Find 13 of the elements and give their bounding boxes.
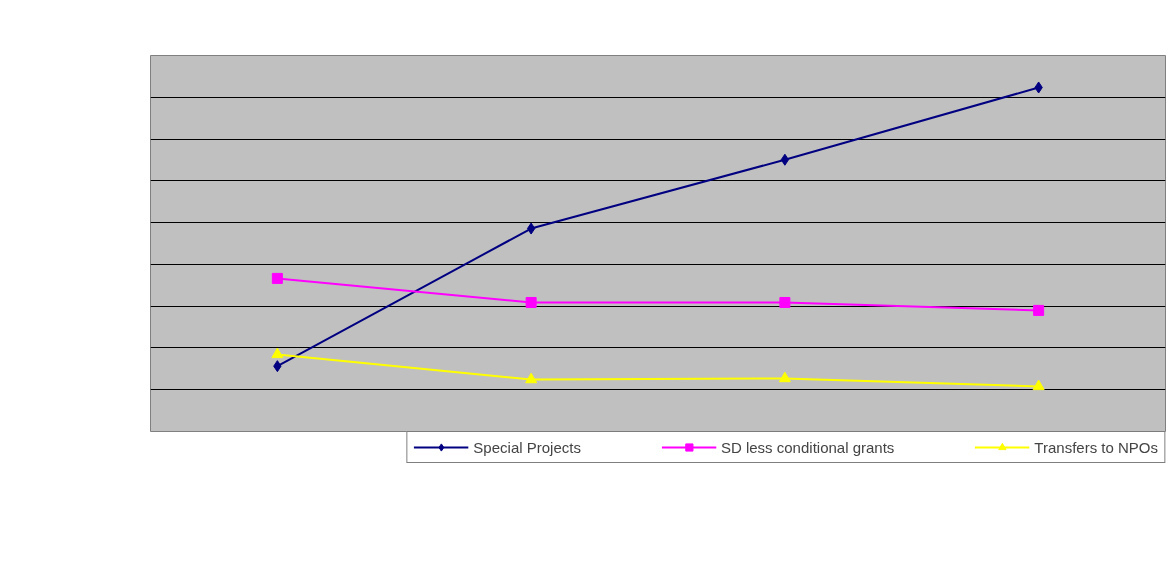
- legend-label: Transfers to NPOs: [1034, 438, 1158, 456]
- point: [1032, 379, 1045, 391]
- point: [271, 347, 284, 359]
- point: [1033, 304, 1045, 316]
- point: [271, 272, 283, 284]
- legend-label: Special Projects: [473, 438, 581, 456]
- point: [778, 371, 791, 383]
- point: [779, 297, 791, 308]
- point: [526, 222, 536, 235]
- point: [525, 372, 538, 384]
- point: [780, 153, 790, 166]
- legend-label: SD less conditional grants: [720, 438, 895, 456]
- point: [525, 297, 537, 308]
